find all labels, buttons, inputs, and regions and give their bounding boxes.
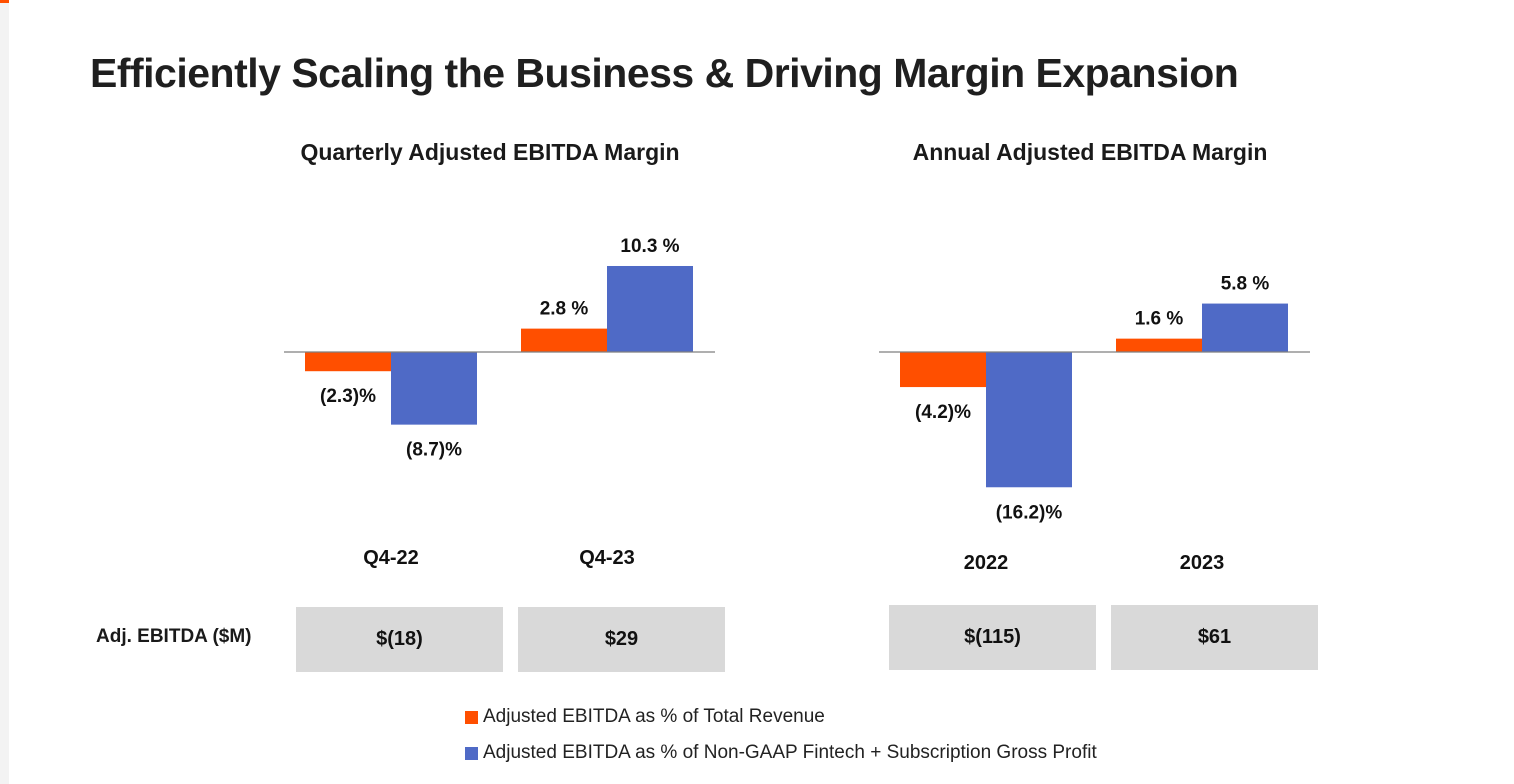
ebitda-value-2022: $(115) xyxy=(889,605,1096,670)
quarterly-value-label-q4-23-gross-profit: 10.3 % xyxy=(620,236,679,257)
annual-category-label-2022: 2022 xyxy=(964,552,1009,574)
legend-item-gross-profit: Adjusted EBITDA as % of Non-GAAP Fintech… xyxy=(465,742,1097,764)
legend-label-revenue: Adjusted EBITDA as % of Total Revenue xyxy=(483,706,825,727)
quarterly-bar-q4-22-revenue xyxy=(305,352,391,372)
annual-bar-2023-revenue xyxy=(1116,338,1202,352)
legend-swatch-revenue xyxy=(465,710,478,724)
legend-label-gross-profit: Adjusted EBITDA as % of Non-GAAP Fintech… xyxy=(483,742,1097,763)
annual-bar-2022-gross-profit xyxy=(986,352,1072,488)
quarterly-value-label-q4-22-revenue: (2.3)% xyxy=(320,386,376,407)
annual-value-label-2022-gross-profit: (16.2)% xyxy=(996,502,1063,523)
quarterly-value-label-q4-23-revenue: 2.8 % xyxy=(540,299,589,320)
brand-accent-mark xyxy=(0,0,9,3)
annual-value-label-2023-revenue: 1.6 % xyxy=(1135,309,1184,330)
quarterly-chart-title: Quarterly Adjusted EBITDA Margin xyxy=(300,139,680,165)
ebitda-row-label: Adj. EBITDA ($M) xyxy=(96,626,252,647)
legend-item-revenue: Adjusted EBITDA as % of Total Revenue xyxy=(465,706,825,728)
annual-bar-2022-revenue xyxy=(900,352,986,388)
annual-bar-2023-gross-profit xyxy=(1202,303,1288,352)
quarterly-category-label-q4-22: Q4-22 xyxy=(363,547,419,569)
page-title: Efficiently Scaling the Business & Drivi… xyxy=(90,50,1239,96)
ebitda-value-2023: $61 xyxy=(1111,605,1318,670)
annual-value-label-2023-gross-profit: 5.8 % xyxy=(1221,274,1270,295)
quarterly-bar-q4-23-revenue xyxy=(521,328,607,352)
left-edge-strip xyxy=(0,0,9,784)
legend-swatch-gross-profit xyxy=(465,746,478,760)
annual-category-label-2023: 2023 xyxy=(1180,552,1225,574)
ebitda-value-q4-22: $(18) xyxy=(296,607,503,672)
quarterly-category-label-q4-23: Q4-23 xyxy=(579,547,635,569)
ebitda-value-q4-23: $29 xyxy=(518,607,725,672)
annual-chart-title: Annual Adjusted EBITDA Margin xyxy=(912,139,1268,165)
quarterly-bar-q4-22-gross-profit xyxy=(391,352,477,425)
annual-value-label-2022-revenue: (4.2)% xyxy=(915,402,971,423)
quarterly-bar-q4-23-gross-profit xyxy=(607,265,693,352)
quarterly-value-label-q4-22-gross-profit: (8.7)% xyxy=(406,440,462,461)
